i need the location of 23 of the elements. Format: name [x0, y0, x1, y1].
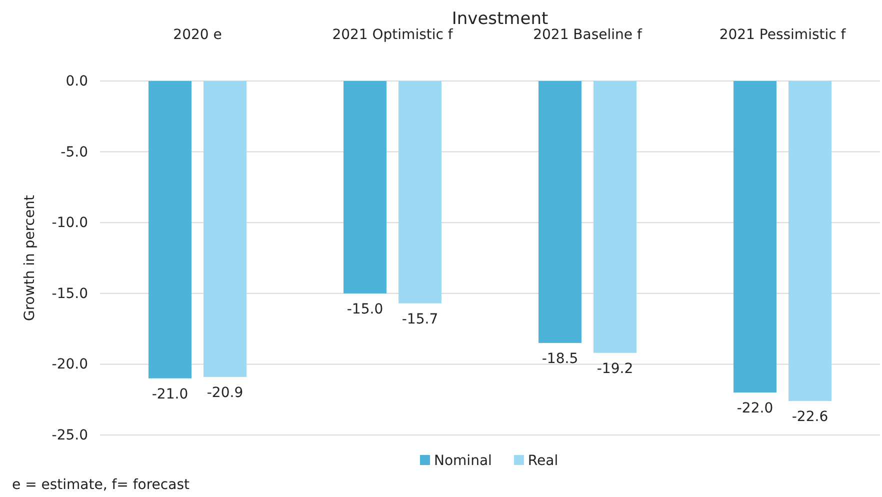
y-tick-label: -25.0 — [52, 427, 88, 444]
x-tick-label: 2021 Pessimistic f — [719, 27, 847, 43]
y-tick-label: -10.0 — [52, 215, 88, 232]
legend-label: Nominal — [434, 453, 492, 469]
data-label: -22.6 — [792, 409, 828, 426]
x-tick-label: 2021 Baseline f — [533, 27, 643, 43]
data-label: -21.0 — [152, 386, 188, 402]
data-label: -15.0 — [346, 301, 384, 318]
y-tick-label: -20.0 — [52, 356, 88, 373]
legend-label: Real — [528, 453, 558, 469]
y-tick-label: 0.0 — [66, 73, 88, 90]
data-label: -22.0 — [736, 400, 774, 417]
chart-title: Investment — [452, 9, 548, 29]
y-tick-label: -15.0 — [52, 286, 88, 302]
data-label: -19.2 — [596, 360, 634, 377]
y-axis-title: Growth in percent — [22, 194, 38, 321]
x-tick-label: 2021 Optimistic f — [332, 27, 454, 43]
x-tick-label: 2020 e — [173, 27, 222, 43]
data-label: -18.5 — [542, 350, 578, 367]
data-label: -20.9 — [206, 384, 244, 401]
y-tick-label: -5.0 — [60, 144, 88, 160]
data-label: -15.7 — [402, 311, 438, 328]
text: e = estimate, f= forecast — [12, 477, 190, 493]
